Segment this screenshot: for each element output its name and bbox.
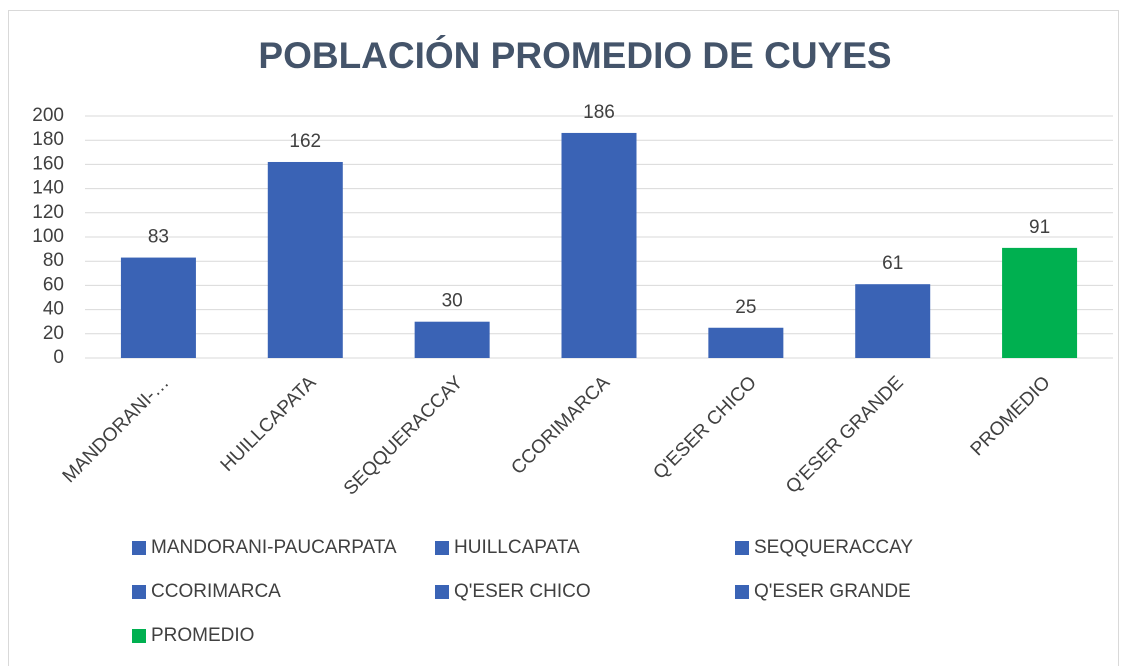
y-tick-label: 160 xyxy=(32,153,64,174)
data-label: 83 xyxy=(148,227,169,248)
legend-swatch xyxy=(132,629,146,643)
data-label: 25 xyxy=(735,297,756,318)
y-tick-label: 40 xyxy=(43,299,64,320)
data-label: 61 xyxy=(882,253,903,274)
data-label: 186 xyxy=(583,102,615,123)
bar xyxy=(561,132,637,358)
y-tick-label: 140 xyxy=(32,178,64,199)
data-label: 91 xyxy=(1029,217,1050,238)
legend-label: Q'ESER CHICO xyxy=(454,581,591,602)
bar xyxy=(120,257,196,358)
chart-title: POBLACIÓN PROMEDIO DE CUYES xyxy=(258,34,891,76)
bar xyxy=(267,161,343,358)
legend-label: MANDORANI-PAUCARPATA xyxy=(151,537,397,558)
y-tick-label: 20 xyxy=(43,323,64,344)
bar xyxy=(855,284,931,358)
y-tick-label: 200 xyxy=(32,105,64,126)
legend-swatch xyxy=(735,541,749,555)
legend-label: PROMEDIO xyxy=(151,625,254,646)
y-tick-label: 180 xyxy=(32,129,64,150)
legend-swatch xyxy=(132,541,146,555)
bar xyxy=(1002,247,1078,358)
legend-label: HUILLCAPATA xyxy=(454,537,580,558)
bar xyxy=(414,321,490,358)
legend-swatch xyxy=(435,585,449,599)
legend-swatch xyxy=(435,541,449,555)
data-label: 162 xyxy=(289,131,321,152)
legend-label: SEQQUERACCAY xyxy=(754,537,913,558)
legend-label: Q'ESER GRANDE xyxy=(754,581,911,602)
y-tick-label: 100 xyxy=(32,226,64,247)
legend-swatch xyxy=(735,585,749,599)
y-tick-label: 120 xyxy=(32,202,64,223)
legend-label: CCORIMARCA xyxy=(151,581,281,602)
bar xyxy=(708,327,784,358)
data-label: 30 xyxy=(442,291,463,312)
y-tick-label: 60 xyxy=(43,274,64,295)
y-tick-label: 80 xyxy=(43,250,64,271)
legend-swatch xyxy=(132,585,146,599)
y-tick-label: 0 xyxy=(53,347,64,368)
